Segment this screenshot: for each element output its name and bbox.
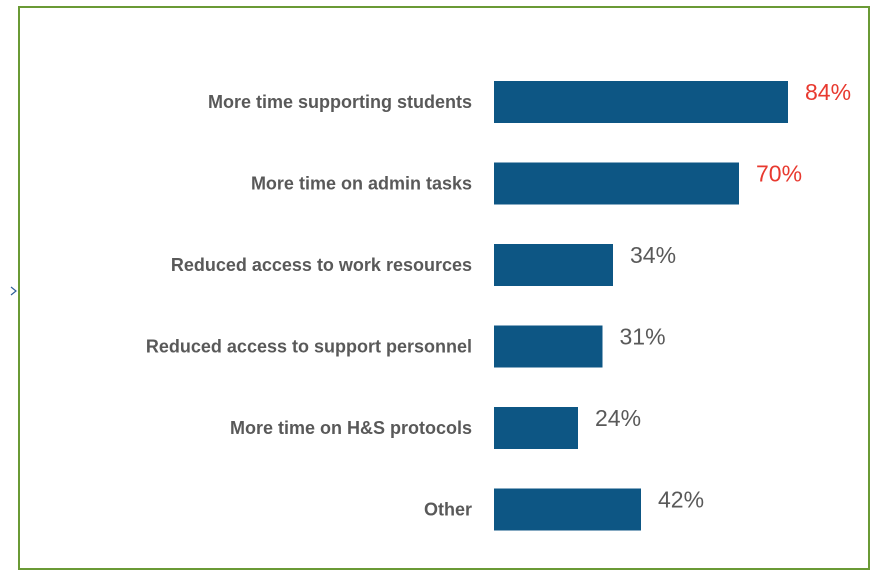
bar-4 [494, 407, 578, 449]
category-label-4: More time on H&S protocols [230, 418, 472, 438]
category-label-5: Other [424, 500, 472, 520]
category-label-0: More time supporting students [208, 92, 472, 112]
value-label-3: 31% [620, 324, 666, 350]
arrow-marker-icon [10, 286, 17, 296]
category-label-1: More time on admin tasks [251, 174, 472, 194]
bar-2 [494, 244, 613, 286]
category-label-2: Reduced access to work resources [171, 255, 472, 275]
value-label-4: 24% [595, 405, 641, 431]
bar-3 [494, 325, 603, 368]
category-label-3: Reduced access to support personnel [146, 337, 472, 357]
value-label-1: 70% [756, 161, 802, 187]
bar-5 [494, 488, 641, 531]
bar-0 [494, 81, 788, 123]
value-label-0: 84% [805, 79, 851, 105]
value-label-5: 42% [658, 487, 704, 513]
bar-1 [494, 162, 739, 205]
value-label-2: 34% [630, 242, 676, 268]
